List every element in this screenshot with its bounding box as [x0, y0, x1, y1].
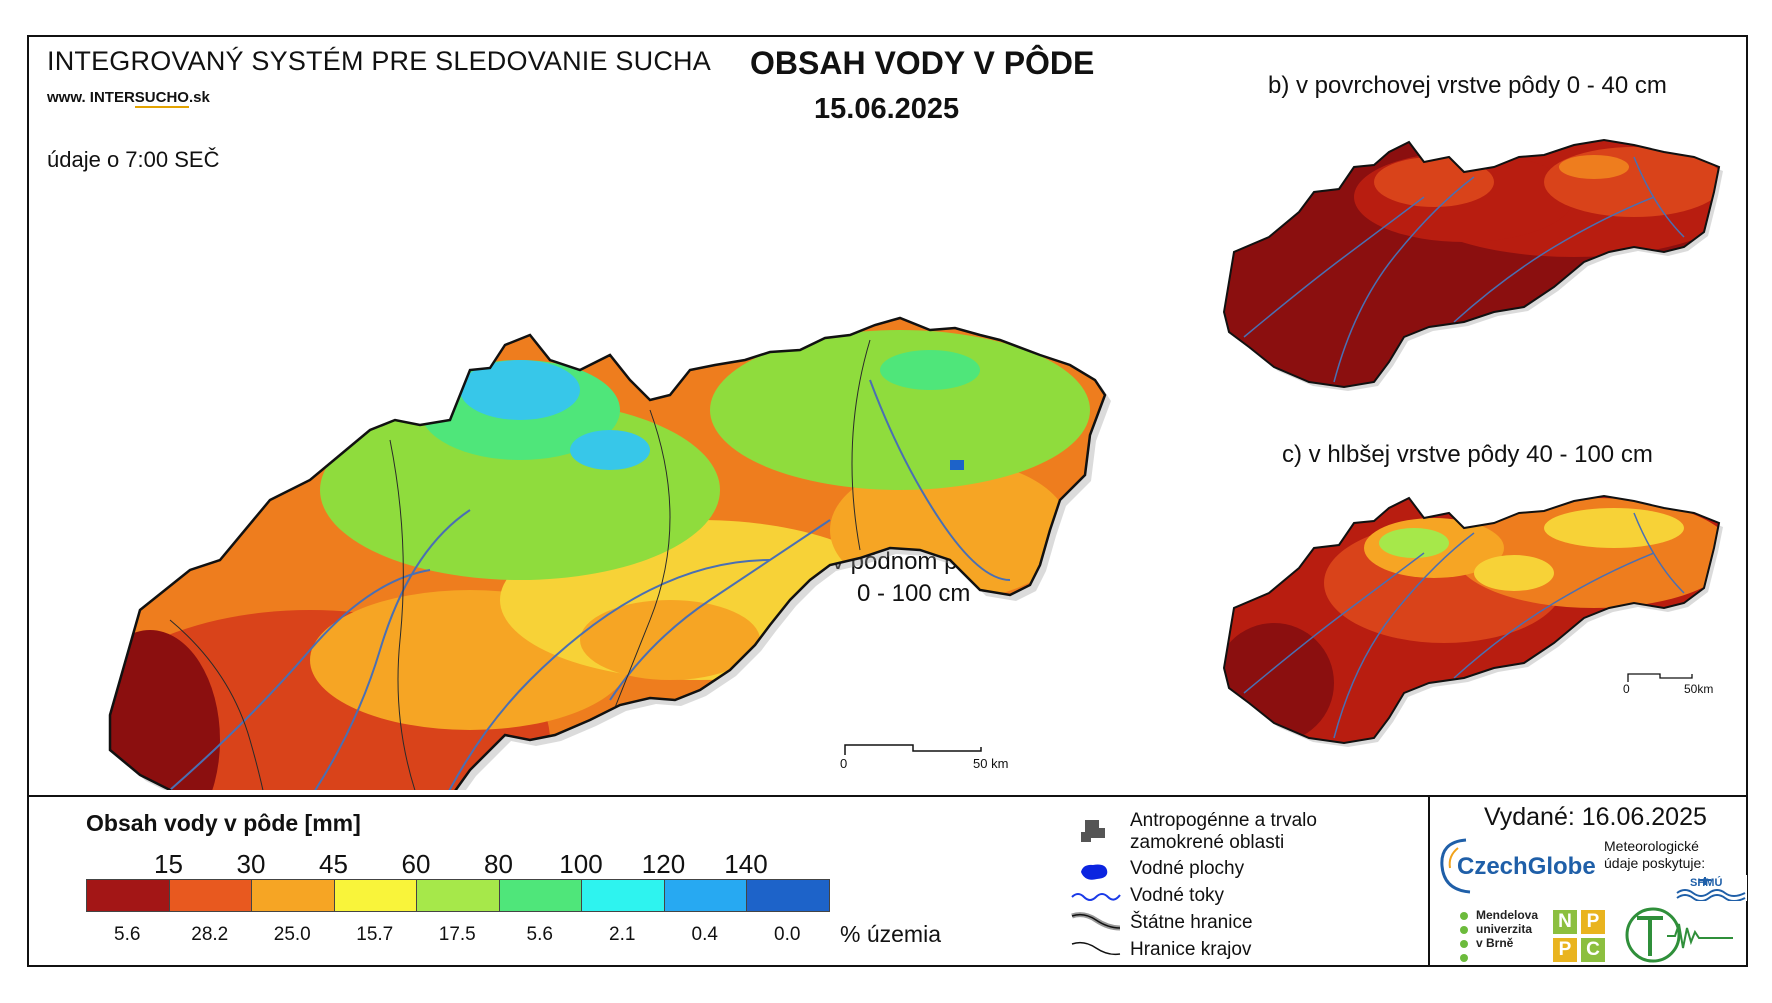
mendel-line-3: v Brně — [1476, 936, 1514, 950]
earth-science-institute-logo-icon — [1625, 907, 1733, 963]
state-borders-label: Štátne hranice — [1130, 912, 1253, 933]
npc-cell-2: P — [1581, 910, 1605, 934]
legend-swatch — [498, 879, 582, 912]
system-title: INTEGROVANÝ SYSTÉM PRE SLEDOVANIE SUCHA — [47, 46, 711, 76]
legend-swatch — [663, 879, 747, 912]
legend-divider — [27, 795, 1748, 797]
main-map-a — [108, 316, 1111, 790]
anthropogenic-label: Antropogénne a trvalo zamokrené oblasti — [1130, 810, 1317, 854]
npc-cell-4: C — [1581, 938, 1605, 962]
website-suffix: .sk — [188, 89, 210, 106]
map-b-label: b) v povrchovej vrstve pôdy 0 - 40 cm — [1268, 72, 1667, 99]
legend-percent-value: 2.1 — [609, 924, 636, 945]
small-scale-zero: 0 — [1623, 682, 1630, 696]
legend-threshold-label: 100 — [559, 849, 603, 879]
legend-percent-unit: % územia — [840, 921, 941, 947]
region-borders-label: Hranice krajov — [1130, 939, 1252, 960]
mendel-line-2: univerzita — [1476, 922, 1533, 936]
map-date: 15.06.2025 — [814, 93, 960, 125]
footer-divider — [1428, 797, 1430, 967]
legend-swatch — [333, 879, 417, 912]
figure-frame — [27, 35, 1748, 967]
legend-threshold-label: 15 — [154, 849, 183, 879]
npc-cell-3: P — [1553, 938, 1577, 962]
czechglobe-logo-icon — [1440, 838, 1471, 894]
water-courses-label: Vodné toky — [1130, 885, 1225, 906]
website-part-a: INTER — [89, 89, 135, 106]
legend-threshold-label: 120 — [641, 849, 686, 879]
legend-swatch — [416, 879, 500, 912]
legend-swatch — [581, 879, 665, 912]
small-scale-end: 50km — [1684, 682, 1714, 696]
legend-swatch — [746, 879, 830, 912]
legend-threshold-label: 140 — [724, 849, 768, 879]
mendel-logo-text: Mendelova univerzita v Brně — [1476, 908, 1538, 950]
legend-percent-value: 28.2 — [191, 924, 229, 945]
region-border-icon — [1071, 941, 1121, 956]
legend-threshold-label: 30 — [236, 849, 266, 879]
main-scale-bar — [844, 744, 982, 755]
legend-threshold-label: 45 — [319, 849, 348, 879]
legend-percent-value: 17.5 — [438, 924, 476, 945]
state-border-icon — [1071, 912, 1121, 931]
legend-percent-value: 0.0 — [774, 924, 801, 945]
anthropogenic-label-line2: zamokrené oblasti — [1130, 832, 1285, 853]
mendel-logo-icon — [1460, 912, 1468, 962]
water-bodies-label: Vodné plochy — [1130, 858, 1245, 879]
small-map-c — [1222, 494, 1723, 747]
small-map-b — [1222, 138, 1723, 391]
water-course-icon — [1071, 893, 1121, 901]
website-prefix: www. — [47, 89, 90, 106]
shmu-name: SHMÚ — [1690, 877, 1723, 889]
legend-threshold-label: 60 — [401, 849, 431, 879]
legend-title: Obsah vody v pôde [mm] — [86, 810, 361, 836]
issued-date: Vydané: 16.06.2025 — [1484, 803, 1707, 831]
shmu-logo-icon — [1675, 875, 1747, 901]
website-part-b: SUCHO — [134, 89, 189, 108]
legend-percent-value: 15.7 — [356, 924, 394, 945]
main-scale-zero: 0 — [840, 756, 848, 771]
map-c-label: c) v hlbšej vrstve pôdy 40 - 100 cm — [1282, 441, 1653, 468]
npc-cell-1: N — [1553, 910, 1577, 934]
czechglobe-name: CzechGlobe — [1457, 853, 1596, 880]
provider-note: Meteorologické údaje poskytuje: — [1604, 838, 1706, 871]
legend-percent-value: 5.6 — [526, 924, 553, 945]
anthropogenic-area-icon — [1081, 820, 1105, 842]
main-scale-end: 50 km — [973, 756, 1009, 771]
page-title: OBSAH VODY V PÔDE — [750, 45, 1095, 81]
time-note: údaje o 7:00 SEČ — [47, 147, 220, 172]
legend-percent-value: 25.0 — [273, 924, 311, 945]
website-link[interactable]: www. INTERSUCHO.sk — [47, 89, 210, 108]
water-body-icon — [1081, 864, 1108, 880]
map-a-label-line2: 0 - 100 cm — [857, 580, 971, 607]
legend-swatch — [251, 879, 335, 912]
npc-logo: N P P C — [1553, 910, 1605, 962]
legend-threshold-label: 80 — [484, 849, 513, 879]
anthropogenic-label-line1: Antropogénne a trvalo — [1130, 810, 1317, 831]
legend-swatch — [86, 879, 170, 912]
legend-percent-value: 0.4 — [691, 924, 718, 945]
legend-percent-value: 5.6 — [114, 924, 141, 945]
mendel-line-1: Mendelova — [1476, 908, 1539, 922]
legend-swatch — [168, 879, 252, 912]
small-scale-bar — [1627, 673, 1693, 682]
